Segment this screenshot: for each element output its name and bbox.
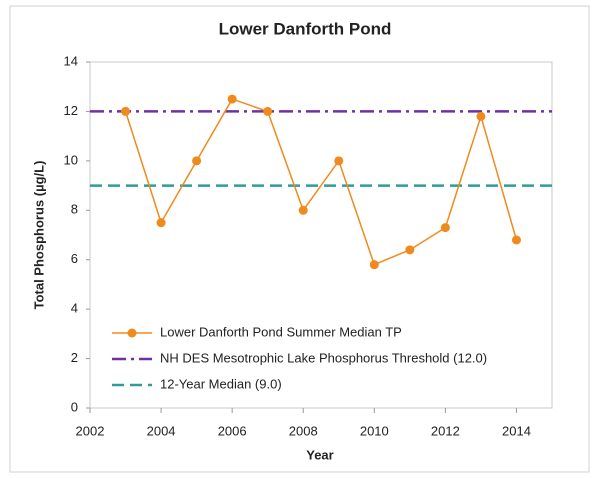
legend-marker [127, 328, 137, 338]
data-point [476, 111, 486, 121]
x-tick-label: 2014 [502, 423, 531, 438]
y-tick-label: 2 [71, 350, 78, 365]
y-tick-label: 10 [64, 152, 78, 167]
y-axis-label: Total Phosphorus (µg/L) [31, 161, 46, 310]
y-tick-label: 0 [71, 399, 78, 414]
chart-title: Lower Danforth Pond [219, 19, 392, 38]
y-tick-label: 4 [71, 301, 78, 316]
data-point [227, 94, 237, 104]
data-point [298, 205, 308, 215]
legend-label: NH DES Mesotrophic Lake Phosphorus Thres… [160, 350, 487, 365]
legend-label: 12-Year Median (9.0) [160, 376, 282, 391]
data-point [369, 260, 379, 270]
plot-area [89, 61, 553, 409]
y-tick-label: 8 [71, 202, 78, 217]
data-point [334, 156, 344, 166]
chart-frame [9, 5, 590, 473]
y-tick-label: 14 [64, 53, 78, 68]
data-point [405, 245, 415, 255]
series-line [124, 98, 518, 266]
x-tick-label: 2008 [289, 423, 318, 438]
data-point [263, 106, 273, 116]
x-tick-label: 2004 [147, 423, 176, 438]
data-point [192, 156, 202, 166]
x-tick-label: 2002 [76, 423, 105, 438]
x-tick-label: 2012 [431, 423, 460, 438]
x-tick-label: 2010 [360, 423, 389, 438]
y-tick-label: 12 [64, 103, 78, 118]
data-point [440, 223, 450, 233]
data-point [156, 218, 166, 228]
y-tick-label: 6 [71, 251, 78, 266]
x-tick-label: 2006 [218, 423, 247, 438]
x-axis-label: Year [306, 447, 333, 462]
data-point [121, 106, 131, 116]
data-point [511, 235, 521, 245]
legend-label: Lower Danforth Pond Summer Median TP [160, 324, 402, 339]
